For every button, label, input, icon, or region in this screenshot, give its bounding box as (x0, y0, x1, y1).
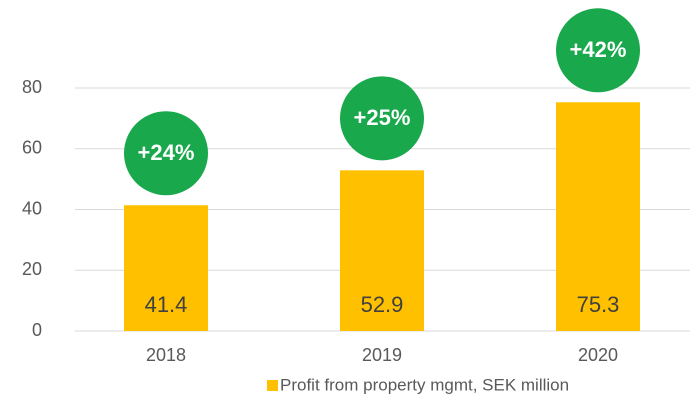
bar (556, 102, 640, 332)
x-tick-label: 2019 (362, 345, 402, 365)
y-tick-label: 40 (22, 198, 42, 218)
value-label: 75.3 (577, 292, 620, 317)
legend-swatch (267, 380, 278, 391)
bar (124, 205, 208, 331)
y-tick-label: 80 (22, 77, 42, 97)
y-tick-label: 20 (22, 259, 42, 279)
x-tick-label: 2018 (146, 345, 186, 365)
value-label: 52.9 (361, 292, 404, 317)
x-tick-label: 2020 (578, 345, 618, 365)
growth-label: +24% (138, 140, 195, 165)
growth-badge (556, 8, 640, 93)
growth-badge (124, 111, 208, 196)
y-tick-label: 60 (22, 138, 42, 158)
y-tick-label: 0 (32, 320, 42, 340)
legend-label: Profit from property mgmt, SEK million (280, 375, 569, 394)
value-label: 41.4 (145, 292, 188, 317)
growth-label: +42% (570, 37, 627, 62)
growth-label: +25% (354, 105, 411, 130)
growth-badge (340, 76, 424, 161)
bar (340, 170, 424, 331)
